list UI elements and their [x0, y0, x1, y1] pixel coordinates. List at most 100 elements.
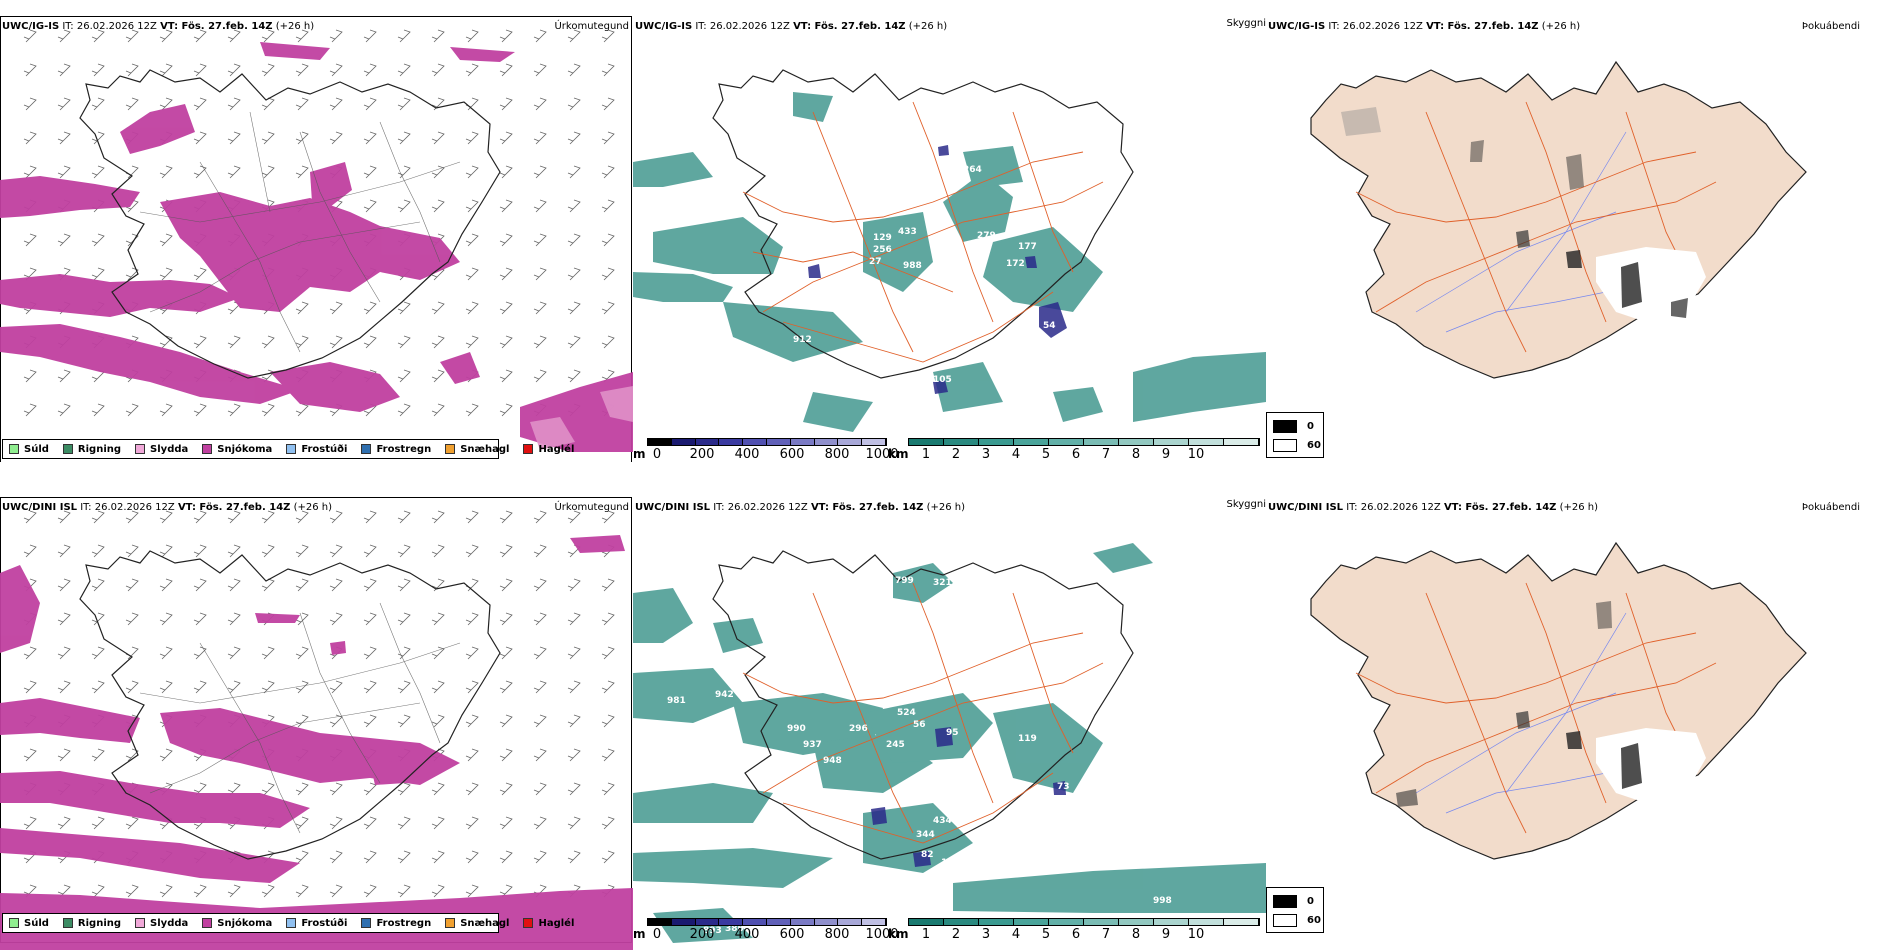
panel-title-cloud: Skyggni [1226, 18, 1266, 29]
legend-swatch [445, 444, 456, 454]
colorbar-tick: 9 [1161, 927, 1171, 942]
legend-swatch [286, 444, 297, 454]
fog-map [1310, 541, 1807, 860]
panel-header: UWC/DINI ISL IT: 26.02.2026 12Z VT: Fös.… [635, 502, 965, 513]
cloudbase-height-label: 799 [895, 576, 914, 586]
legend-item-súld: Súld [9, 444, 49, 455]
legend-swatch [202, 444, 213, 454]
model-name: UWC/IG-IS [635, 21, 693, 32]
iceland-coastline [712, 550, 1134, 860]
model-name: UWC/DINI ISL [2, 502, 78, 513]
cloudbase-height-label: 296 [849, 724, 868, 734]
colorbar-tick: 400 [734, 927, 760, 942]
legend-item-snjókoma: Snjókoma [202, 444, 272, 455]
colorbar-tick: 400 [734, 447, 760, 462]
legend-label: Frostregn [376, 443, 432, 455]
fog-panel-row1: UWC/IG-IS IT: 26.02.2026 12Z VT: Fös. 27… [1266, 12, 1900, 462]
colorbar-tick: 2 [951, 927, 961, 942]
model-name: UWC/DINI ISL [1268, 502, 1344, 513]
legend-item-haglél: Haglél [523, 918, 574, 929]
legend-item-frostúði: Frostúði [286, 444, 347, 455]
cloudbase-height-label: 129 [873, 233, 892, 243]
cloudbase-unit: m [633, 447, 646, 461]
panel-title-cloud: Skyggni [1226, 499, 1266, 510]
legend-swatch [135, 918, 146, 928]
precip-map-frame [0, 16, 632, 462]
cloudbase-height-label: 433 [898, 227, 917, 237]
legend-swatch [62, 444, 73, 454]
cloudbase-height-label: 95 [946, 728, 959, 738]
fog-legend-min: 0 [1307, 421, 1314, 432]
valid-time: VT: Fös. 27.feb. 14Z [160, 21, 273, 32]
cloudbase-height-label: 172 [1006, 259, 1025, 269]
panel-header: UWC/DINI ISL IT: 26.02.2026 12Z VT: Fös.… [2, 502, 332, 513]
cloudbase-height-label: 177 [1018, 242, 1037, 252]
cloudbase-height-label: 524 [897, 708, 916, 718]
cloudbase-height-label: 264 [963, 165, 982, 175]
lead-time: (+26 h) [1559, 502, 1599, 513]
colorbar-tick: 800 [824, 447, 850, 462]
cloud-visibility-map: 264 129 433 120 279 177 256 27 988 172 54 912 105 97 [633, 69, 1266, 432]
snow-areas [0, 535, 633, 950]
cloudbase-height-label: 893 [703, 926, 722, 936]
cloudbase-height-label: 245 [886, 740, 905, 750]
colorbar-tick: 2 [951, 447, 961, 462]
precip-legend: Súld Rigning Slydda Snjókoma Frostúði Frostre… [2, 439, 574, 459]
cloudbase-colorbar: m 0 200 400 600 800 1000 [633, 918, 953, 948]
iceland-land [1310, 541, 1807, 860]
visibility-fields [633, 543, 1266, 943]
legend-swatch [62, 918, 73, 928]
colorbar-tick: 10 [1187, 447, 1205, 462]
cloudbase-unit: m [633, 927, 646, 941]
colorbar-tick: 200 [689, 927, 715, 942]
visibility-unit: km [888, 927, 909, 941]
colorbar-tick: 600 [779, 447, 805, 462]
iceland-coastline [712, 69, 1134, 379]
colorbar-tick: 4 [1011, 927, 1021, 942]
colorbar-tick: 8 [1131, 447, 1141, 462]
visibility-colorbar: km 1 2 3 4 5 6 7 8 9 10 [888, 438, 1266, 462]
legend-swatch [523, 444, 534, 454]
legend-label: Súld [24, 917, 49, 929]
cloudbase-height-label: 27 [869, 257, 882, 267]
valid-time: VT: Fös. 27.feb. 14Z [793, 21, 906, 32]
legend-swatch [361, 918, 372, 928]
lead-time: (+26 h) [926, 502, 966, 513]
cloudbase-height-label: 120 [939, 233, 958, 243]
legend-label: Rigning [77, 917, 122, 929]
valid-time: VT: Fös. 27.feb. 14Z [177, 502, 291, 513]
visibility-unit: km [888, 447, 909, 461]
colorbar-tick: 5 [1041, 927, 1051, 942]
legend-item-slydda: Slydda [135, 918, 188, 929]
legend-label: Snæhagl [460, 917, 510, 929]
cloudbase-height-label: 948 [823, 756, 842, 766]
model-name: UWC/IG-IS [2, 21, 60, 32]
legend-item-snæhagl: Snæhagl [445, 918, 509, 929]
colorbar-tick: 1000 [865, 927, 899, 942]
colorbar-tick: 6 [1071, 927, 1081, 942]
model-name: UWC/DINI ISL [635, 502, 711, 513]
cloudbase-height-label: 119 [1018, 734, 1037, 744]
colorbar-tick: 6 [1071, 447, 1081, 462]
cloudbase-labels: 264 129 433 120 279 177 256 27 988 172 54 912 105 97 [793, 165, 1056, 389]
legend-swatch [202, 918, 213, 928]
legend-label: Haglél [538, 917, 575, 929]
cloudbase-height-label: 981 [667, 696, 686, 706]
cloudbase-height-label: 97 [915, 379, 928, 389]
init-time: IT: 26.02.2026 12Z [695, 21, 790, 32]
cloud-visibility-map: 799 321 5739819429909379485245629624595119… [633, 543, 1266, 943]
legend-item-frostúði: Frostúði [286, 918, 347, 929]
cloudbase-height-label: 434 [933, 816, 952, 826]
panel-header: UWC/IG-IS IT: 26.02.2026 12Z VT: Fös. 27… [2, 21, 314, 32]
cloudbase-height-label: 143 [941, 858, 960, 868]
fog-areas [1341, 107, 1706, 322]
cloudbase-height-label: 321 [933, 578, 952, 588]
cloudbase-height-label: 990 [787, 724, 806, 734]
init-time: IT: 26.02.2026 12Z [80, 502, 175, 513]
legend-item-slydda: Slydda [135, 444, 188, 455]
precip-legend: Súld Rigning Slydda Snjókoma Frostúði Frostre… [2, 913, 574, 933]
fog-panel-row2: UWC/DINI ISL IT: 26.02.2026 12Z VT: Fös.… [1266, 493, 1900, 950]
panel-header: UWC/IG-IS IT: 26.02.2026 12Z VT: Fös. 27… [635, 21, 947, 32]
colorbar-tick: 600 [779, 927, 805, 942]
